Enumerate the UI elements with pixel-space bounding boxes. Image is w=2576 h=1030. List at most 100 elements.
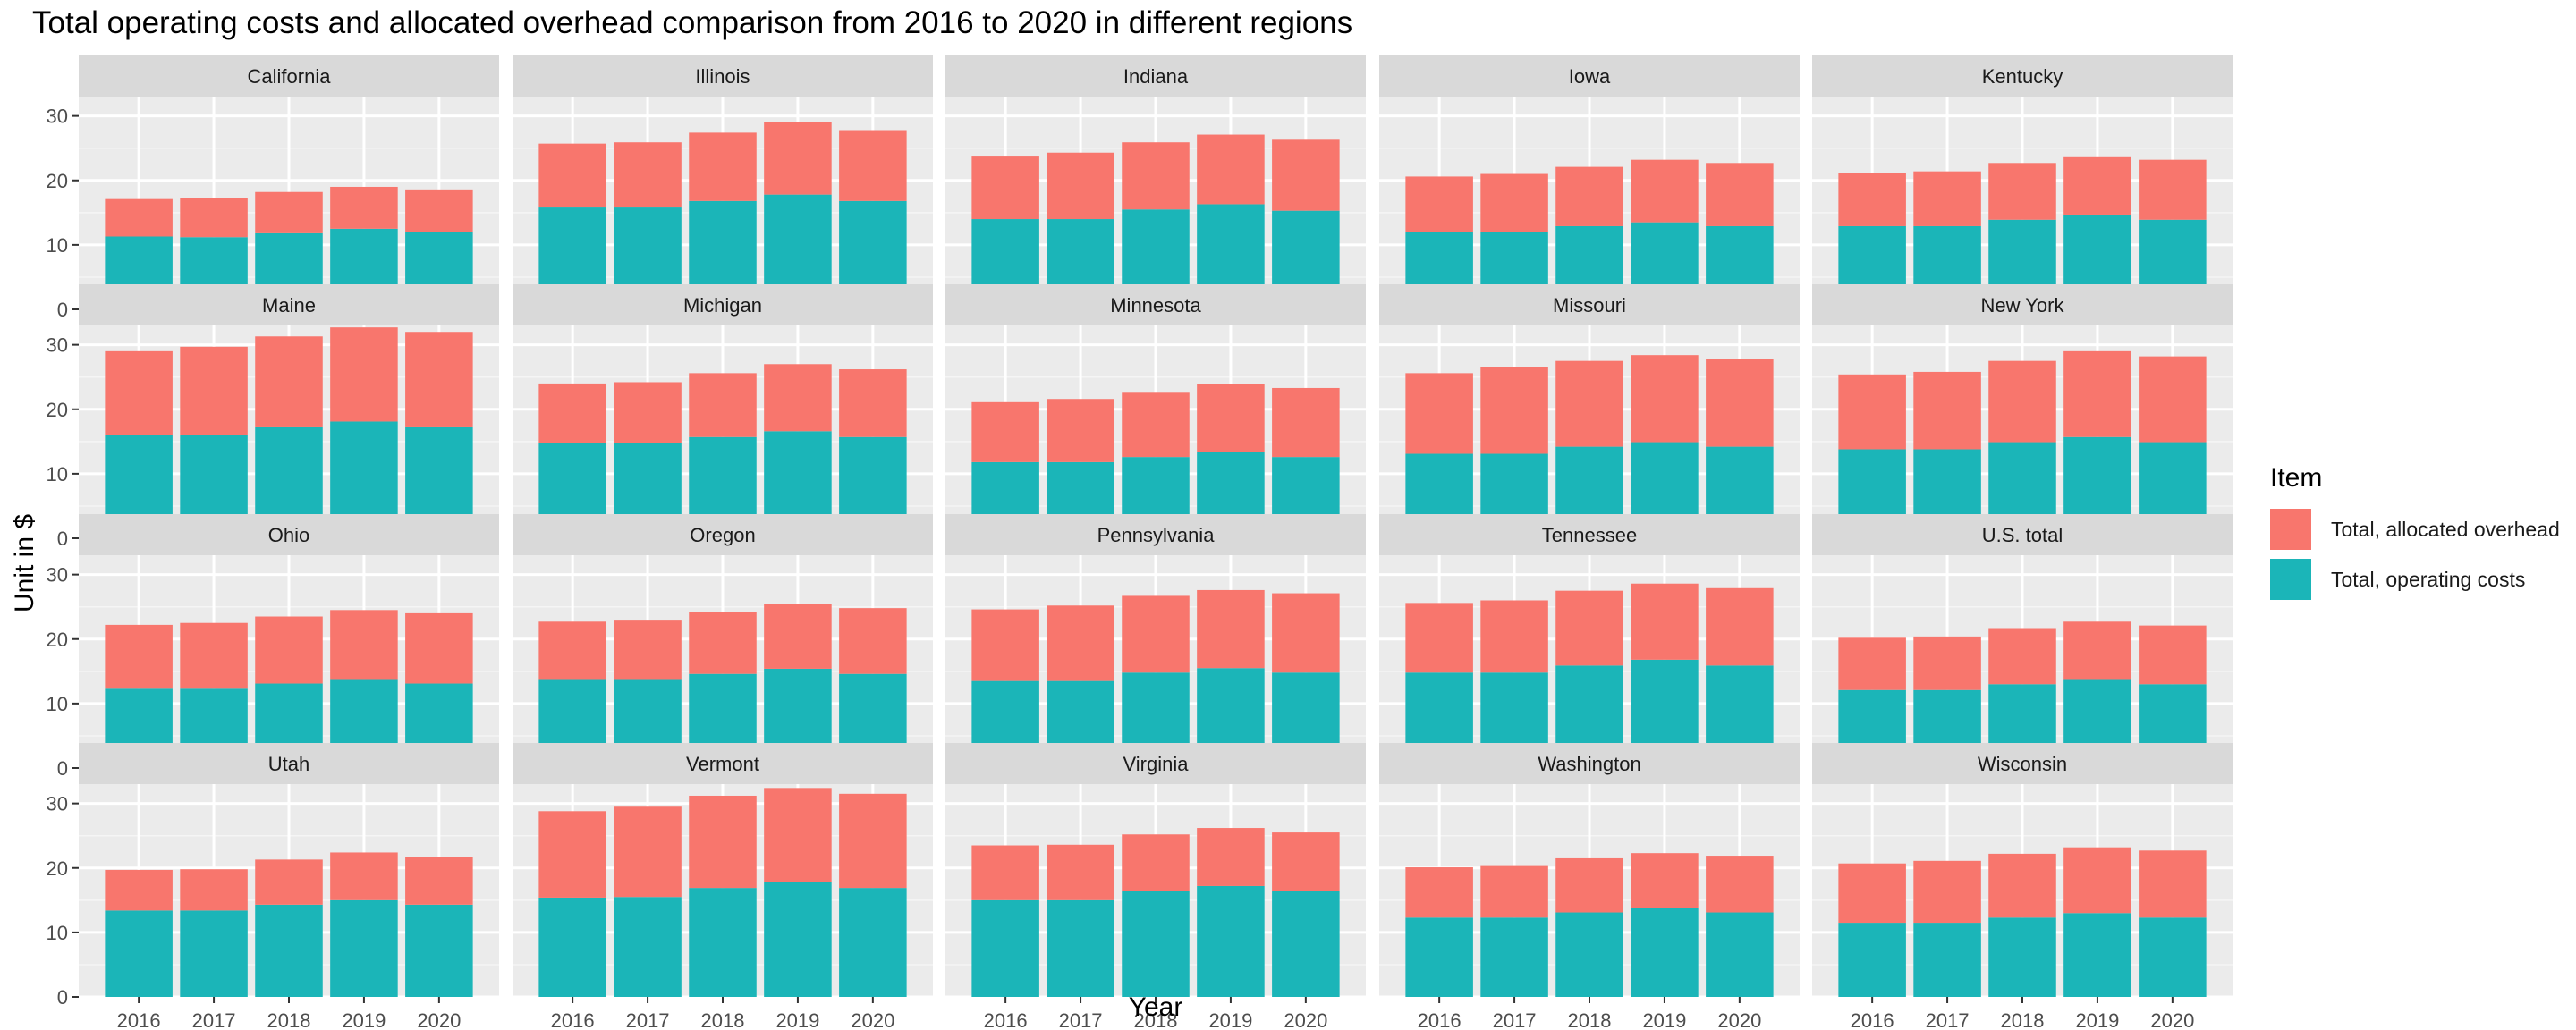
bar-overhead-2016 [105,869,173,911]
bar-operating-2018 [689,888,757,997]
bar-overhead-2018 [1122,595,1190,673]
panel-strip-label: Wisconsin [1978,753,2067,775]
y-tick-label: 10 [47,693,68,715]
bar-overhead-2020 [405,857,473,905]
bar-overhead-2016 [1838,374,1906,450]
bar-overhead-2020 [405,189,473,232]
bar-overhead-2016 [105,198,173,237]
panel-u-s-total: U.S. total [1812,514,2233,770]
bar-overhead-2017 [1913,171,1981,226]
bar-operating-2016 [1838,923,1906,997]
x-tick-label: 2016 [117,1009,161,1030]
x-tick-label: 2019 [1642,1009,1686,1030]
bar-overhead-2017 [1480,367,1548,454]
panel-indiana: Indiana [945,55,1366,311]
panel-strip-label: Oregon [690,524,755,546]
panel-strip-label: Missouri [1553,294,1626,317]
panel-strip-label: Utah [268,753,309,775]
legend: Item Total, allocated overhead Total, op… [2270,463,2560,606]
panel-michigan: Michigan [513,284,933,540]
bar-overhead-2017 [180,869,248,911]
y-tick-label: 30 [47,334,68,357]
bar-operating-2017 [1046,899,1114,997]
y-tick-label: 30 [47,564,68,587]
panel-tennessee: Tennessee [1379,514,1800,770]
bar-overhead-2016 [1405,373,1473,454]
bar-overhead-2018 [1122,834,1190,891]
x-tick-label: 2017 [1493,1009,1537,1030]
panel-strip [513,743,933,784]
bar-operating-2019 [2063,913,2131,997]
x-tick-label: 2016 [1418,1009,1462,1030]
bar-overhead-2019 [1197,589,1265,669]
panel-strip [1812,284,2233,325]
panel-virginia: Virginia 2016 2017 2018 2019 2020 [945,743,1366,1030]
panel-vermont: Vermont 2016 2017 2018 2019 2020 [513,743,933,1030]
bar-overhead-2016 [1405,176,1473,232]
y-tick-label: 0 [57,757,68,780]
bar-operating-2019 [330,899,398,997]
bar-overhead-2019 [2063,156,2131,215]
x-tick-label: 2017 [1059,1009,1103,1030]
bar-overhead-2016 [1838,863,1906,924]
y-tick-label: 20 [47,170,68,192]
bar-overhead-2017 [1480,600,1548,673]
bar-overhead-2016 [538,811,606,898]
panel-strip-label: Washington [1538,753,1640,775]
bar-operating-2020 [405,904,473,997]
y-tick-label: 10 [47,922,68,944]
panel-strip [945,514,1366,555]
bar-overhead-2017 [1913,636,1981,690]
bar-overhead-2018 [1122,142,1190,210]
x-tick-label: 2020 [851,1009,894,1030]
bar-overhead-2017 [1480,865,1548,918]
bar-operating-2017 [180,910,248,997]
bar-overhead-2020 [1706,587,1774,666]
bar-overhead-2016 [105,624,173,689]
bar-overhead-2017 [614,806,682,898]
x-tick-label: 2019 [2075,1009,2119,1030]
legend-title: Item [2270,463,2323,493]
bar-overhead-2019 [764,604,832,669]
panel-strip-label: Tennessee [1542,524,1637,546]
bar-overhead-2017 [614,142,682,208]
y-axis-label: Unit in $ [10,513,39,613]
bar-operating-2016 [971,899,1039,997]
x-tick-label: 2019 [775,1009,819,1030]
x-tick-label: 2020 [417,1009,461,1030]
panel-strip [1812,514,2233,555]
panel-strip-label: New York [1981,294,2065,317]
bar-overhead-2019 [330,327,398,422]
bar-overhead-2019 [764,788,832,882]
bar-overhead-2018 [689,132,757,201]
panel-strip-label: Kentucky [1982,65,2063,88]
panel-strip-label: Minnesota [1110,294,1201,317]
bar-overhead-2020 [2139,356,2207,443]
bar-overhead-2016 [971,156,1039,220]
panel-minnesota: Minnesota [945,284,1366,540]
panel-strip [79,514,499,555]
bar-overhead-2018 [689,612,757,674]
panel-strip [79,743,499,784]
bar-overhead-2020 [839,793,907,889]
bar-overhead-2019 [1631,583,1699,660]
x-tick-label: 2019 [342,1009,386,1030]
x-tick-label: 2018 [2001,1009,2045,1030]
y-tick-label: 0 [57,299,68,321]
bar-overhead-2018 [1988,628,2056,685]
bar-operating-2019 [1631,908,1699,997]
x-axis-label: Year [1128,992,1183,1022]
bar-overhead-2017 [1480,173,1548,232]
bar-overhead-2020 [405,332,473,427]
y-tick-label: 0 [57,986,68,1009]
x-tick-label: 2019 [1208,1009,1252,1030]
panel-strip [945,743,1366,784]
bar-overhead-2017 [1913,860,1981,924]
bar-overhead-2017 [1046,605,1114,681]
bar-overhead-2019 [1197,384,1265,452]
bar-overhead-2019 [2063,847,2131,914]
bar-overhead-2017 [180,346,248,435]
bar-overhead-2020 [1272,139,1340,211]
legend-key-operating [2270,559,2311,600]
